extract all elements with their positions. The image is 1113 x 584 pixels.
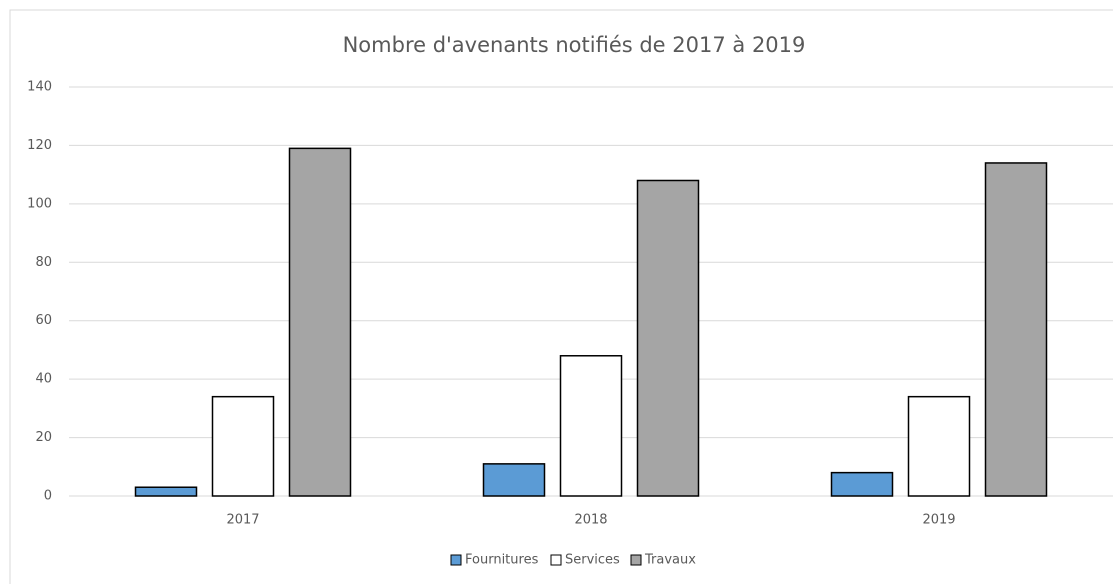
legend-swatch (630, 554, 642, 566)
bar (984, 162, 1048, 497)
y-tick-label: 60 (35, 313, 52, 328)
x-tick-label: 2017 (226, 513, 259, 528)
legend-label: Fournitures (465, 553, 539, 568)
bar (211, 395, 275, 497)
legend-swatch (450, 554, 462, 566)
legend-swatch (550, 554, 562, 566)
bar (907, 395, 971, 497)
bar (830, 471, 894, 497)
y-tick-label: 20 (35, 430, 52, 445)
x-tick-label: 2019 (922, 513, 955, 528)
legend-label: Services (565, 553, 620, 568)
bar (482, 463, 546, 497)
bar (134, 486, 198, 497)
chart-border (9, 9, 1113, 584)
y-tick-label: 140 (27, 80, 52, 95)
bar (559, 355, 623, 497)
x-tick-label: 2018 (574, 513, 607, 528)
y-tick-label: 120 (27, 138, 52, 153)
chart-title: Nombre d'avenants notifiés de 2017 à 201… (343, 33, 806, 57)
bar (636, 179, 700, 497)
legend-label: Travaux (644, 553, 696, 568)
bar (288, 147, 352, 497)
y-tick-label: 80 (35, 255, 52, 270)
y-tick-label: 100 (27, 196, 52, 211)
y-tick-label: 40 (35, 372, 52, 387)
y-tick-label: 0 (44, 489, 52, 504)
